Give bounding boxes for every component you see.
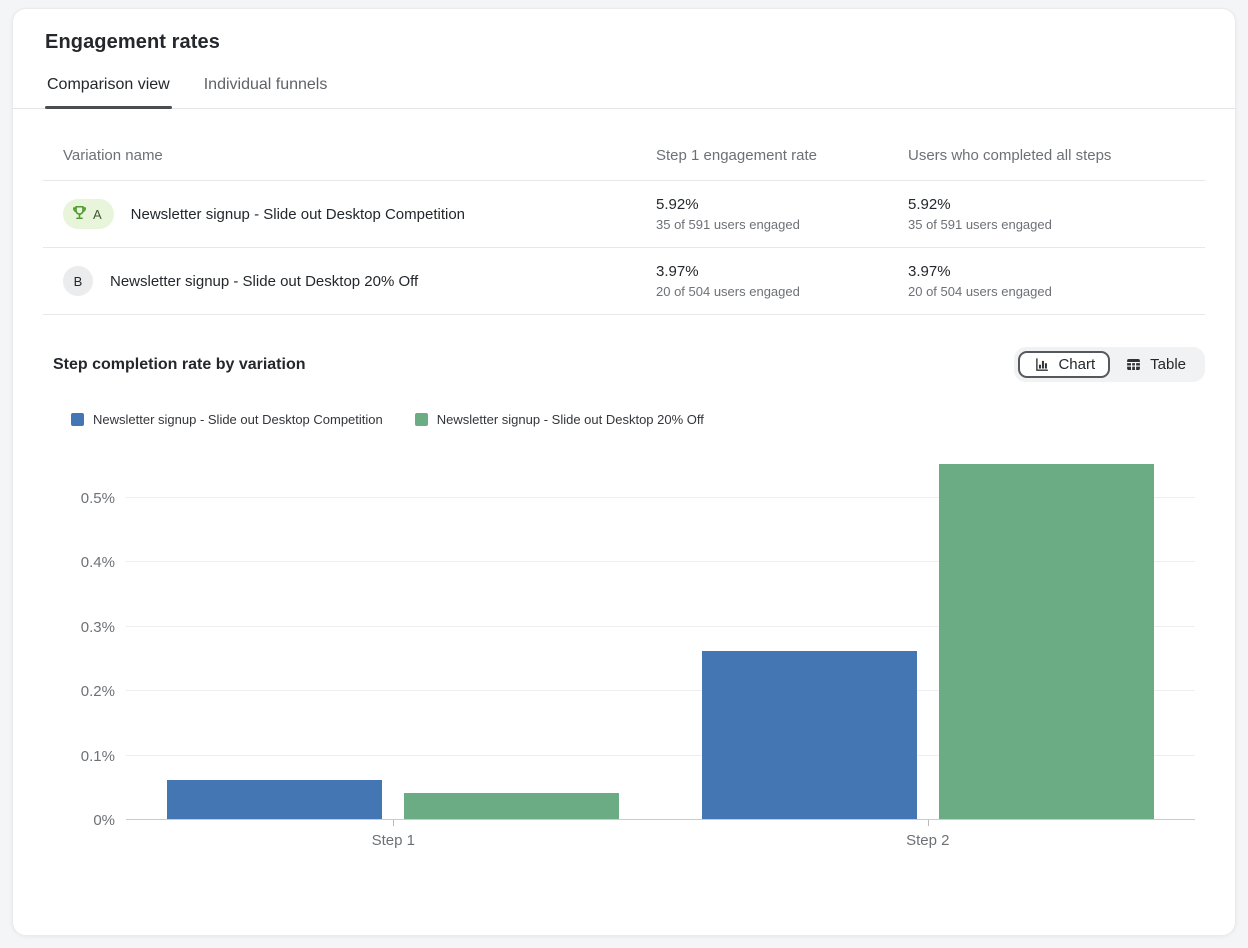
bar-chart: 0% 0.1% 0.2% 0.3% 0.4% 0.5% Step 1 Step 2 [43, 449, 1205, 869]
y-axis-tick-label: 0.1% [80, 748, 115, 765]
x-axis-label-step1: Step 1 [371, 832, 415, 849]
bar-step-2[interactable] [938, 464, 1154, 819]
legend-swatch [71, 413, 84, 426]
x-axis-label-step2: Step 2 [906, 832, 950, 849]
toggle-chart-button[interactable]: Chart [1018, 351, 1111, 378]
y-axis-tick-label: 0.2% [80, 683, 115, 700]
toggle-table-button[interactable]: Table [1110, 351, 1201, 378]
rate-value: 3.97% [656, 263, 699, 280]
variant-badge: B [63, 266, 93, 296]
x-axis-tick [927, 820, 929, 826]
tab-individual-funnels[interactable]: Individual funnels [203, 76, 328, 93]
variation-table: Variation name Step 1 engagement rate Us… [43, 141, 1205, 315]
rate-subtext: 20 of 504 users engaged [656, 284, 800, 299]
x-axis-line [126, 819, 1195, 820]
trophy-icon [71, 204, 88, 224]
table-header-row: Variation name Step 1 engagement rate Us… [43, 141, 1205, 181]
gridline [126, 497, 1195, 498]
variant-letter: A [93, 206, 102, 222]
gridline [126, 561, 1195, 562]
chart-title: Step completion rate by variation [53, 355, 306, 373]
tab-bar: Comparison view Individual funnels [13, 70, 1235, 109]
rate-value: 5.92% [908, 196, 951, 213]
step1-rate-cell: 3.97% 20 of 504 users engaged [656, 263, 908, 299]
bar-step-1[interactable] [167, 780, 383, 819]
table-icon [1125, 356, 1142, 373]
engagement-rates-card: Engagement rates Comparison view Individ… [12, 8, 1236, 936]
variation-name-cell: B Newsletter signup - Slide out Desktop … [43, 266, 656, 296]
legend-label: Newsletter signup - Slide out Desktop Co… [93, 412, 383, 427]
page-title: Engagement rates [45, 31, 220, 53]
variation-name-cell: A Newsletter signup - Slide out Desktop … [43, 199, 656, 229]
gridline [126, 690, 1195, 691]
step1-rate-cell: 5.92% 35 of 591 users engaged [656, 196, 908, 232]
toggle-table-label: Table [1150, 356, 1186, 373]
y-axis: 0% 0.1% 0.2% 0.3% 0.4% 0.5% [43, 449, 115, 829]
rate-subtext: 35 of 591 users engaged [908, 217, 1052, 232]
plot-area: Step 1 Step 2 [126, 449, 1196, 849]
completed-all-cell: 3.97% 20 of 504 users engaged [908, 263, 1205, 299]
legend-label: Newsletter signup - Slide out Desktop 20… [436, 412, 704, 427]
toggle-chart-label: Chart [1058, 356, 1096, 373]
y-axis-tick-label: 0% [93, 812, 115, 829]
gridline [126, 626, 1195, 627]
bar-group-2 [661, 449, 1196, 819]
y-axis-tick-label: 0.4% [80, 554, 115, 571]
variation-name: Newsletter signup - Slide out Desktop Co… [130, 205, 466, 223]
chart-section-header: Step completion rate by variation Chart [43, 347, 1205, 382]
table-row: B Newsletter signup - Slide out Desktop … [43, 248, 1205, 315]
bar-step-2[interactable] [701, 651, 917, 819]
x-axis-tick [393, 820, 395, 826]
y-axis-tick-label: 0.3% [80, 619, 115, 636]
legend-item: Newsletter signup - Slide out Desktop 20… [414, 412, 704, 427]
chart-table-toggle: Chart Table [1014, 347, 1205, 382]
bar-group-1 [126, 449, 661, 819]
gridline [126, 755, 1195, 756]
bar-step-1[interactable] [404, 793, 620, 819]
table-row: A Newsletter signup - Slide out Desktop … [43, 181, 1205, 248]
variation-name: Newsletter signup - Slide out Desktop 20… [110, 272, 419, 290]
legend-swatch [414, 413, 428, 426]
column-header-step1-rate: Step 1 engagement rate [656, 147, 817, 164]
tab-comparison-view[interactable]: Comparison view [45, 70, 172, 109]
rate-value: 3.97% [908, 263, 951, 280]
y-axis-tick-label: 0.5% [80, 490, 115, 507]
column-header-completed-all: Users who completed all steps [908, 147, 1112, 164]
chart-legend: Newsletter signup - Slide out Desktop Co… [71, 412, 1205, 427]
legend-item: Newsletter signup - Slide out Desktop Co… [71, 412, 383, 427]
rate-value: 5.92% [656, 196, 699, 213]
rate-subtext: 20 of 504 users engaged [908, 284, 1052, 299]
rate-subtext: 35 of 591 users engaged [656, 217, 800, 232]
completed-all-cell: 5.92% 35 of 591 users engaged [908, 196, 1205, 232]
winner-badge: A [63, 199, 114, 229]
bar-chart-icon [1033, 356, 1050, 373]
column-header-variation-name: Variation name [63, 147, 163, 164]
